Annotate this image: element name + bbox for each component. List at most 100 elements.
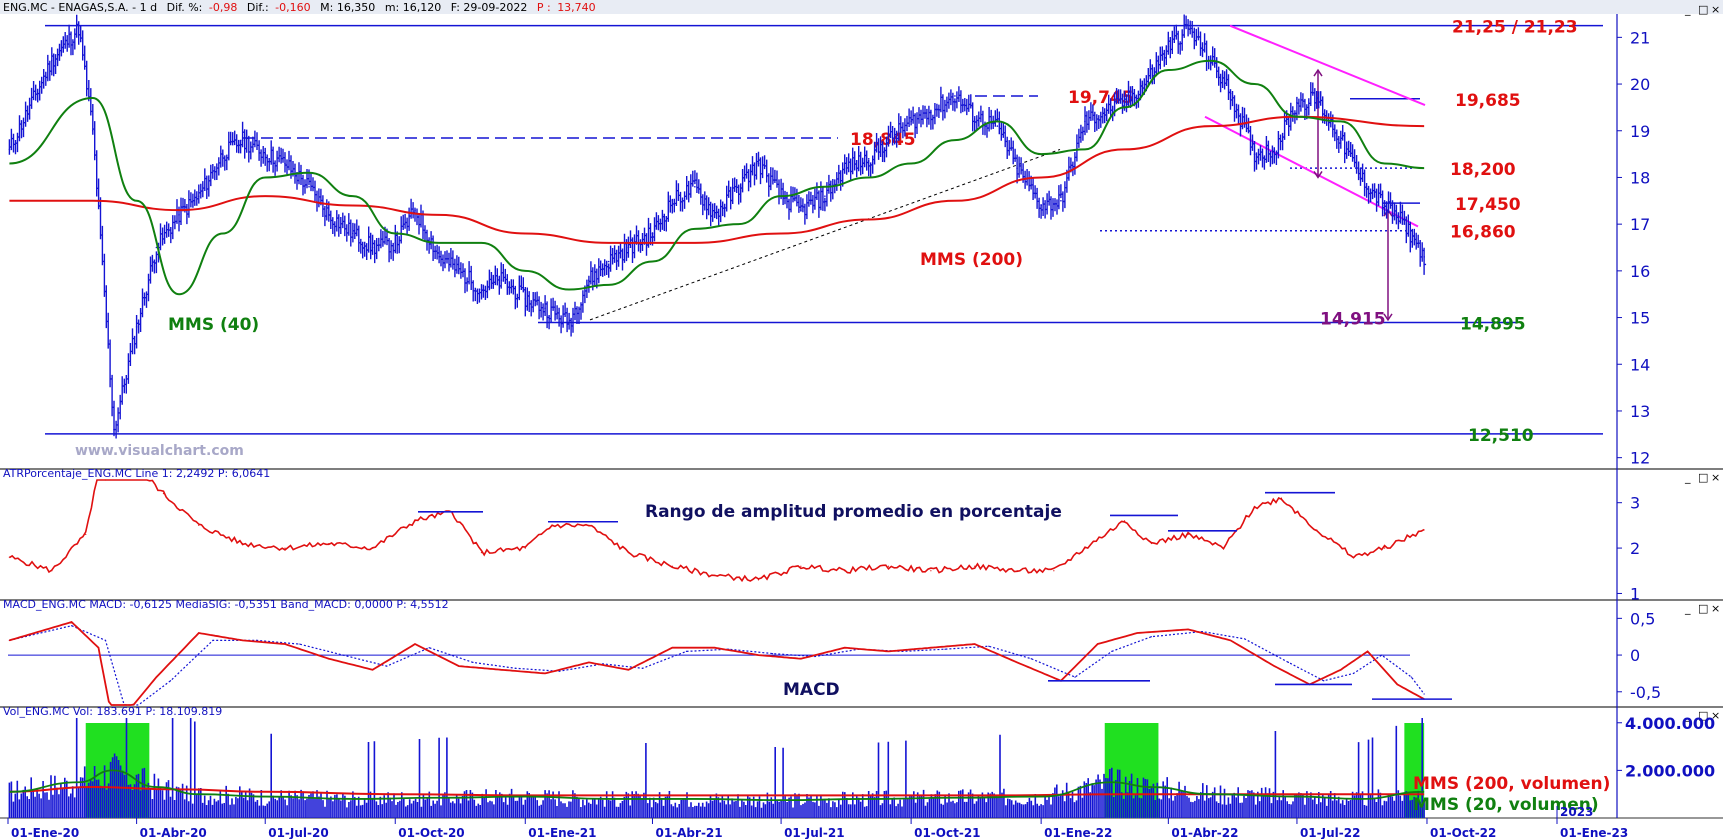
x-tick-label: 01-Abr-20 bbox=[140, 826, 207, 839]
x-tick-label: 01-Ene-20 bbox=[11, 826, 79, 839]
window-button: □ bbox=[1698, 471, 1708, 484]
x-axis: 01-Ene-20 01-Abr-20 01-Jul-20 01-Oct-20 01-E… bbox=[7, 805, 1628, 839]
volume-panel: 2.000.000 4.000.000 bbox=[8, 714, 1715, 818]
atr-point bbox=[1423, 529, 1425, 531]
level-label: 19,745 bbox=[1068, 88, 1134, 108]
macd-signal-point bbox=[1287, 661, 1290, 664]
macd-signal-point bbox=[1074, 676, 1076, 678]
macd-line-point bbox=[155, 676, 157, 678]
mms40-line bbox=[9, 59, 1425, 296]
atr-point bbox=[588, 524, 590, 526]
macd-signal-point bbox=[1150, 636, 1152, 638]
x-tick-label: 01-Oct-20 bbox=[398, 826, 464, 839]
atr-point bbox=[1352, 556, 1355, 558]
macd-line-point bbox=[1396, 683, 1398, 686]
x-tick-label: 01-Abr-22 bbox=[1171, 826, 1238, 839]
price-point bbox=[996, 125, 999, 127]
moving-averages bbox=[9, 59, 1425, 296]
price-point bbox=[458, 270, 460, 272]
price-point bbox=[737, 185, 740, 188]
window-button: × bbox=[1711, 709, 1720, 722]
price-point bbox=[1143, 83, 1146, 85]
price-point bbox=[1383, 204, 1386, 207]
price-point bbox=[371, 246, 374, 249]
macd-tick-label: 0 bbox=[1630, 646, 1640, 665]
atr-point bbox=[800, 565, 802, 567]
atr-point bbox=[714, 574, 716, 576]
price-point bbox=[91, 129, 94, 132]
atr-point bbox=[1316, 529, 1318, 531]
atr-point bbox=[328, 542, 330, 545]
price-header: ENG.MC - ENAGAS,S.A. - 1 d Dif. %: -0,98… bbox=[3, 1, 596, 14]
atr-tick-label: 2 bbox=[1630, 539, 1640, 558]
price-point bbox=[51, 59, 53, 62]
macd-line-point bbox=[887, 650, 890, 652]
macd-line-point bbox=[328, 658, 330, 660]
macd-line-point bbox=[714, 647, 716, 649]
price-point bbox=[222, 153, 224, 155]
vol-mms200-line bbox=[9, 786, 1425, 797]
macd-line-point bbox=[414, 643, 416, 645]
x-tick-label: 01-Ene-22 bbox=[1044, 826, 1112, 839]
macd-line-point bbox=[588, 661, 590, 664]
atr-point bbox=[284, 547, 286, 549]
y-tick-label: 13 bbox=[1630, 402, 1650, 421]
macd-signal-point bbox=[256, 639, 258, 641]
atr-point bbox=[757, 579, 760, 581]
atr-point bbox=[1280, 497, 1283, 499]
price-point bbox=[1103, 111, 1106, 113]
macd-signal-point bbox=[1381, 654, 1383, 656]
price-point bbox=[867, 157, 870, 160]
atr-point bbox=[1383, 547, 1386, 549]
atr-point bbox=[1150, 542, 1152, 545]
price-point bbox=[1403, 223, 1406, 225]
y-tick-label: 19 bbox=[1630, 122, 1650, 141]
atr-point bbox=[8, 556, 11, 558]
panel-header-bg bbox=[0, 600, 1723, 613]
price-point bbox=[77, 27, 80, 29]
macd-signal-point bbox=[1423, 693, 1425, 695]
macd-line-point bbox=[800, 658, 802, 660]
price-point bbox=[178, 214, 180, 216]
price-annotations: 14,915 bbox=[1320, 310, 1386, 330]
price-point bbox=[671, 200, 674, 202]
macd-signal-point bbox=[1201, 630, 1203, 633]
level-label: 16,860 bbox=[1450, 223, 1516, 243]
price-point bbox=[694, 185, 696, 188]
trendlines bbox=[589, 24, 1426, 322]
macd-line-point bbox=[1016, 661, 1018, 664]
arrow-head bbox=[1313, 171, 1323, 179]
price-point bbox=[1359, 176, 1362, 179]
atr-point bbox=[198, 524, 200, 526]
macd-header: MACD_ENG.MC MACD: -0,6125 MediaSIG: -0,5… bbox=[3, 598, 449, 611]
macd-signal-point bbox=[70, 625, 73, 627]
support-trendline bbox=[589, 148, 1061, 321]
y-tick-label: 16 bbox=[1630, 262, 1650, 281]
price-point bbox=[1060, 200, 1062, 202]
label-mms200: MMS (200) bbox=[920, 250, 1023, 270]
y-tick-label: 12 bbox=[1630, 449, 1650, 468]
macd-signal-point bbox=[1352, 672, 1355, 675]
macd-line-point bbox=[974, 643, 976, 645]
atr-point bbox=[1253, 506, 1256, 508]
macd-tick-label: 0,5 bbox=[1630, 609, 1655, 628]
level-label: 19,685 bbox=[1455, 91, 1521, 111]
window-button: _ bbox=[1684, 709, 1691, 722]
macd-signal-point bbox=[298, 643, 300, 645]
price-point bbox=[1229, 92, 1232, 95]
atr-point bbox=[162, 493, 165, 495]
macd-signal-point bbox=[1111, 650, 1113, 652]
window-buttons: _ □ ×_ □ ×_ □ ×_ □ × bbox=[1684, 3, 1720, 722]
volume-header: Vol_ENG.MC Vol: 183.691 P: 18.109.819 bbox=[3, 705, 222, 718]
macd-signal-point bbox=[772, 652, 774, 655]
label-vol-mms200: MMS (200, volumen) bbox=[1413, 774, 1610, 794]
price-point bbox=[113, 428, 115, 431]
price-point bbox=[414, 209, 416, 211]
price-point bbox=[308, 185, 310, 188]
price-point bbox=[910, 120, 912, 123]
macd-line-point bbox=[113, 704, 115, 706]
macd-line-point bbox=[544, 672, 546, 675]
price-point bbox=[651, 232, 654, 235]
macd-line-point bbox=[1187, 628, 1189, 630]
watermark: www.visualchart.com bbox=[75, 443, 244, 459]
